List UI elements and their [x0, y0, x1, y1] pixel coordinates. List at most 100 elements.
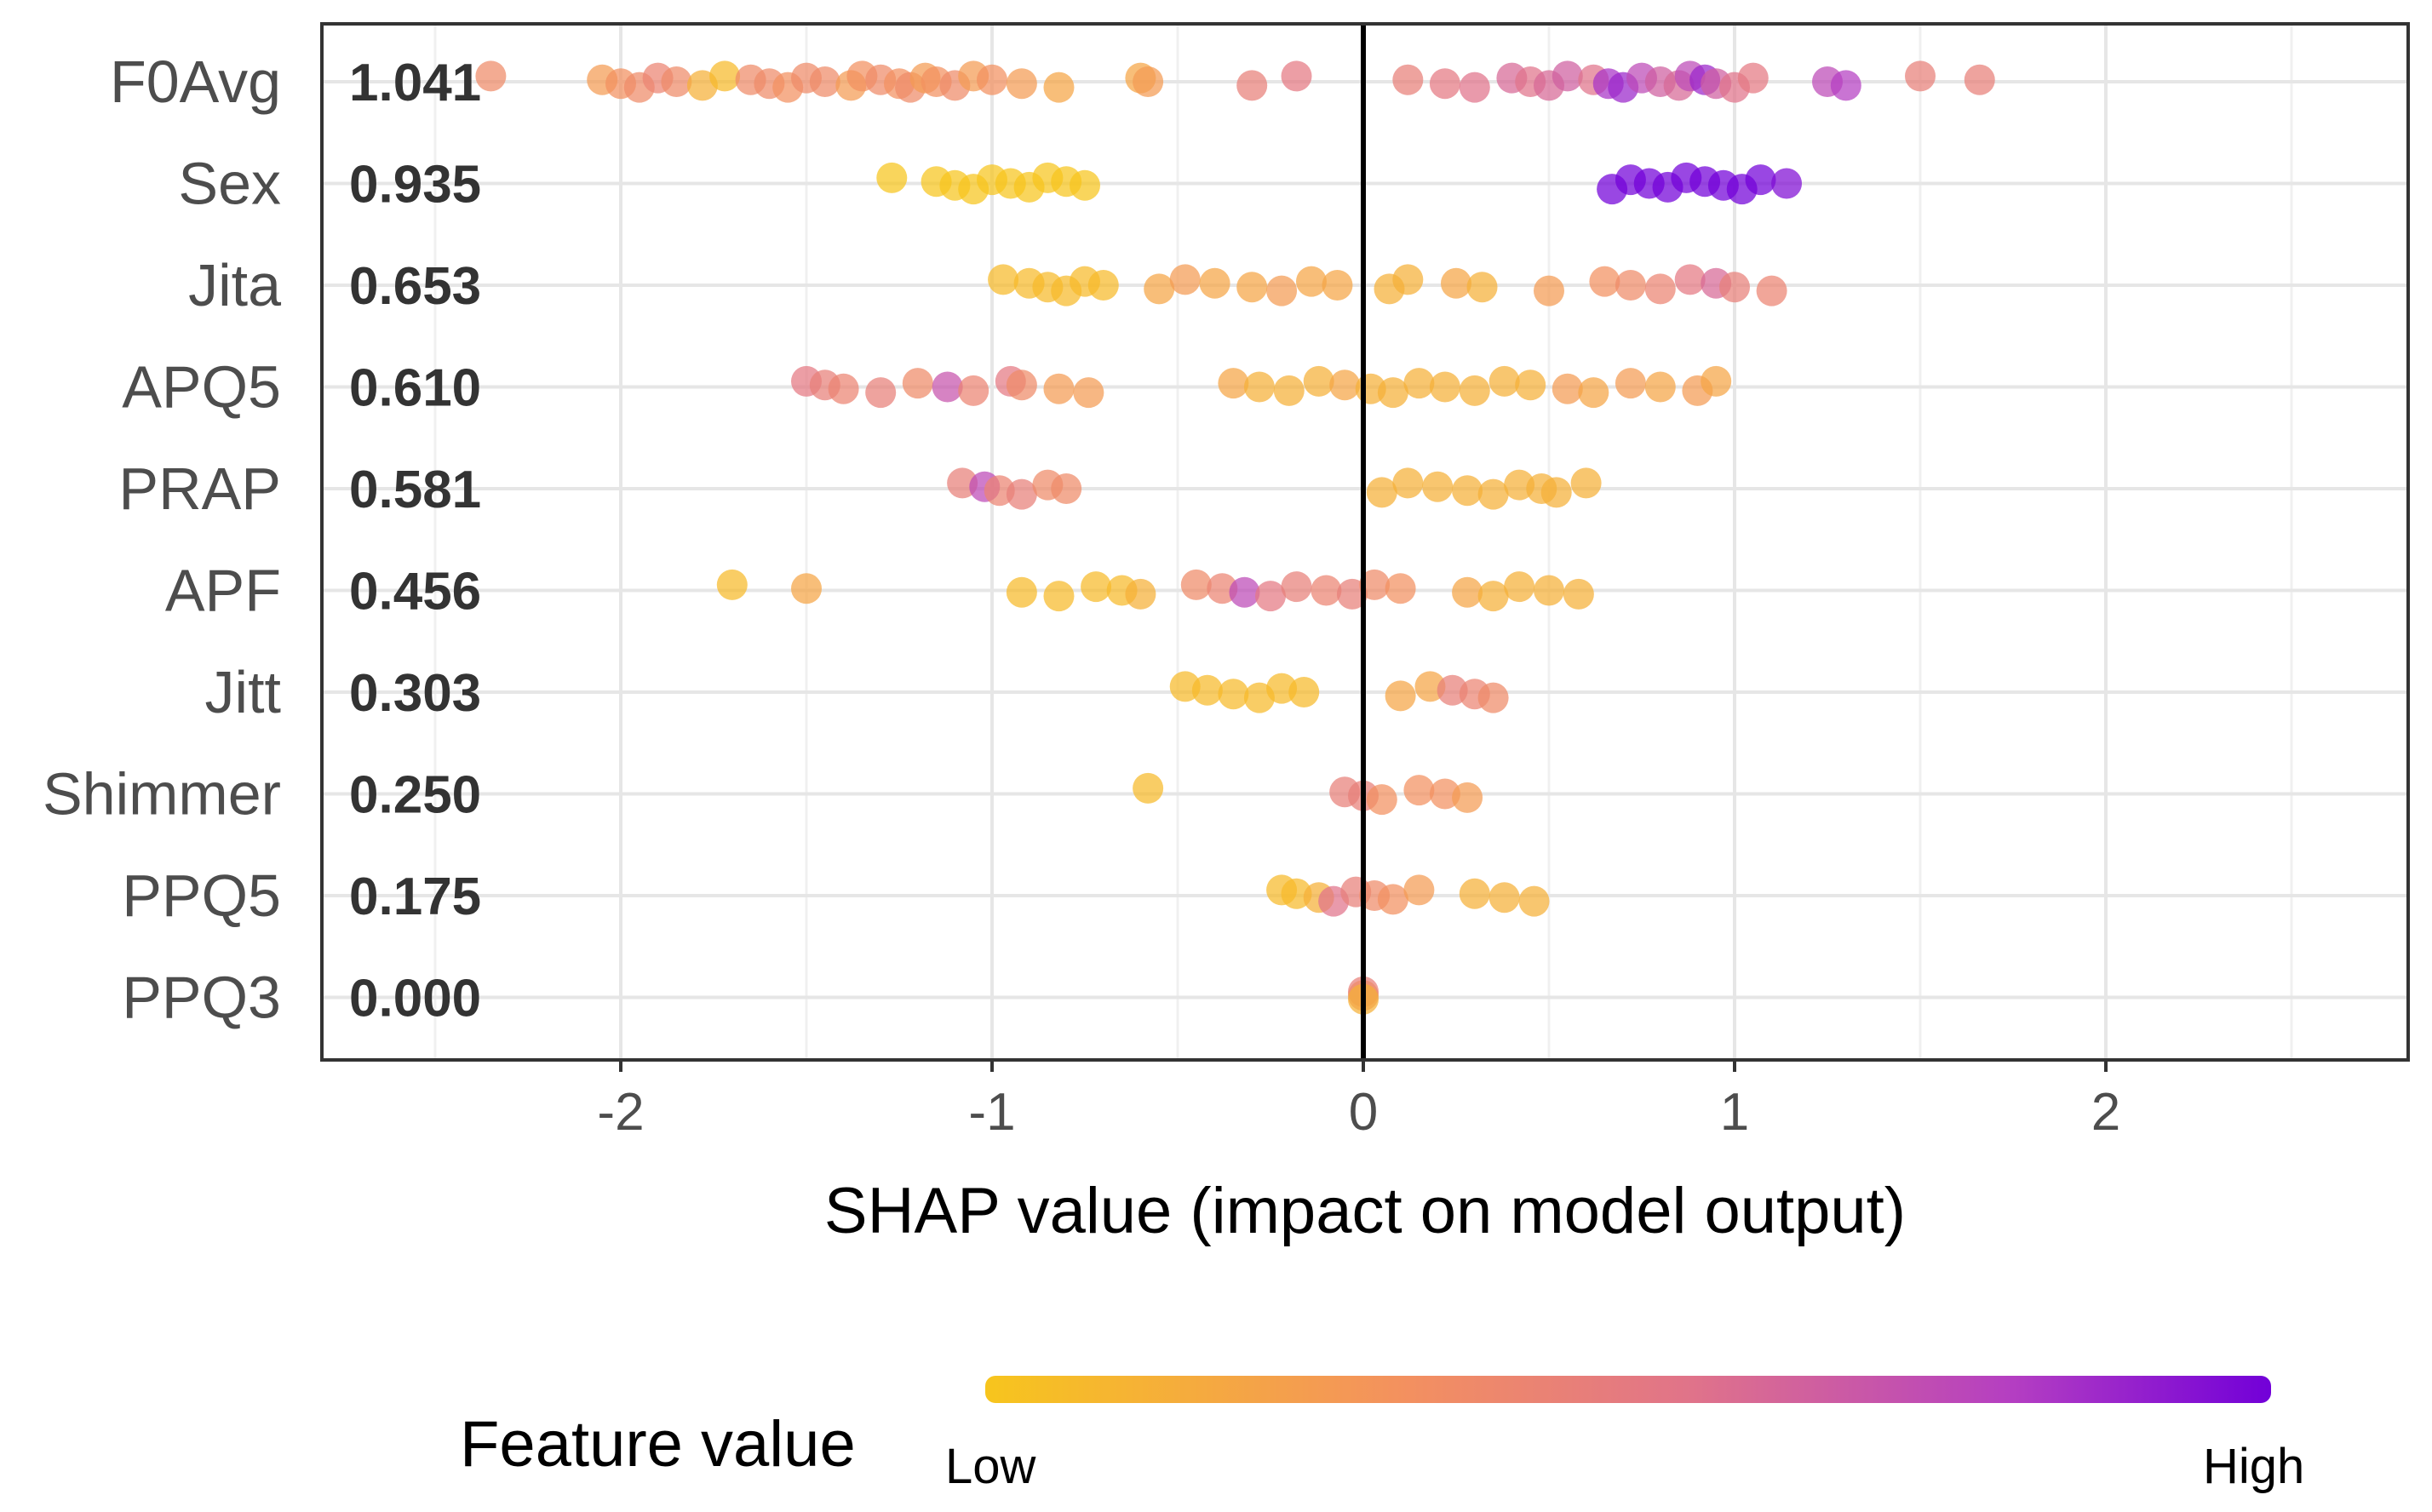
shap-point-jita [1295, 266, 1327, 297]
feature-name-label: APF [165, 558, 281, 624]
shap-point-f0avg [709, 60, 741, 92]
shap-point-apf [1281, 571, 1312, 603]
feature-importance-label: 0.456 [349, 563, 481, 621]
legend: Feature value Low High [460, 1376, 2304, 1494]
shap-point-apq5 [932, 371, 963, 403]
feature-importance-label: 0.000 [349, 970, 481, 1028]
shap-point-apq5 [1429, 371, 1460, 403]
feature-name-label: PRAP [118, 455, 281, 522]
shap-point-prap [1452, 475, 1483, 507]
shap-point-apq5 [1073, 377, 1104, 409]
shap-point-prap [1392, 467, 1424, 499]
x-tick-label: -1 [968, 1083, 1015, 1142]
shap-point-apf [1359, 569, 1391, 600]
shap-point-jita [1756, 275, 1787, 306]
feature-name-label: Jita [188, 252, 281, 318]
feature-importance-label: 0.610 [349, 359, 481, 418]
shap-point-prap [1422, 471, 1454, 502]
shap-point-apf [1452, 576, 1483, 608]
shap-point-f0avg [1236, 70, 1268, 101]
shap-point-apf [1081, 571, 1112, 603]
feature-labels: F0Avg 1.041 Sex 0.935 Jita 0.653 APQ5 0.610 PRAP… [43, 49, 481, 1031]
shap-point-apq5 [1644, 371, 1676, 403]
shap-point-sex [1771, 168, 1803, 199]
shap-point-apq5 [1578, 377, 1609, 409]
shap-point-f0avg [1830, 70, 1861, 101]
shap-point-prap [1051, 473, 1082, 504]
feature-importance-label: 0.581 [349, 461, 481, 519]
shap-point-jita [1466, 272, 1498, 303]
shap-point-apf [1180, 569, 1212, 600]
shap-point-prap [1477, 478, 1509, 510]
shap-point-jita [1087, 270, 1119, 301]
feature-importance-label: 0.250 [349, 766, 481, 825]
feature-importance-label: 0.935 [349, 156, 481, 215]
shap-point-apf [1255, 581, 1286, 612]
shap-point-f0avg [1905, 60, 1936, 92]
shap-point-f0avg [809, 66, 840, 97]
shap-point-apq5 [828, 373, 859, 404]
shap-point-shimmer [1403, 775, 1435, 806]
shap-point-prap [1006, 478, 1037, 510]
shap-point-shimmer [1133, 772, 1164, 804]
x-axis-title: SHAP value (impact on model output) [824, 1175, 1906, 1247]
shap-point-apq5 [1552, 373, 1583, 404]
shap-point-jita [1322, 270, 1353, 301]
shap-point-f0avg [1429, 68, 1460, 100]
shap-point-jitt [1385, 680, 1416, 712]
feature-name-label: PPQ3 [122, 965, 281, 1031]
shap-point-apf [1229, 576, 1260, 608]
shap-point-f0avg [977, 64, 1007, 95]
shap-point-apq5 [1377, 377, 1408, 409]
shap-point-jita [1674, 264, 1706, 295]
x-tick-label: 2 [2091, 1083, 2120, 1142]
shap-point-apf [1043, 581, 1075, 612]
shap-point-apq5 [1615, 368, 1646, 399]
shap-point-jita [1441, 267, 1471, 299]
shap-point-apq5 [1273, 375, 1305, 406]
shap-point-ppq5 [1488, 882, 1520, 914]
shap-point-jita [1236, 272, 1268, 303]
x-tick-label: 1 [1720, 1083, 1749, 1142]
feature-name-label: Jitt [205, 659, 281, 725]
x-tick-label: 0 [1349, 1083, 1378, 1142]
shap-point-ppq5 [1403, 874, 1435, 906]
shap-point-f0avg [1737, 62, 1769, 94]
shap-point-apf [1534, 575, 1564, 606]
shap-point-apf [1125, 578, 1156, 610]
shap-point-apq5 [1243, 371, 1275, 403]
feature-name-label: Sex [178, 151, 281, 217]
shap-point-jita [1719, 272, 1750, 303]
shap-point-jitt [1288, 677, 1320, 707]
shap-point-f0avg [1552, 60, 1583, 92]
shap-point-f0avg [1281, 60, 1312, 92]
shap-point-prap [1570, 467, 1602, 499]
shap-point-f0avg [1459, 72, 1490, 103]
shap-point-jita [1169, 264, 1201, 295]
shap-point-apq5 [1329, 369, 1361, 401]
x-axis-ticks: -2 -1 0 1 2 [597, 1060, 2120, 1142]
legend-title: Feature value [460, 1408, 856, 1480]
feature-name-label: F0Avg [110, 49, 281, 115]
shap-point-jita [1392, 264, 1424, 295]
shap-point-f0avg [661, 66, 692, 97]
shap-point-apf [791, 573, 822, 604]
shap-point-f0avg [1043, 72, 1075, 103]
shap-point-ppq5 [1377, 884, 1408, 915]
shap-point-jita [1199, 267, 1230, 299]
shap-point-ppq5 [1518, 885, 1550, 917]
shap-point-jita [1144, 273, 1175, 305]
shap-point-ppq5 [1459, 878, 1490, 909]
shap-point-jita [1644, 273, 1676, 305]
shap-point-jita [1615, 270, 1646, 301]
shap-point-f0avg [475, 60, 507, 92]
shap-point-jita [1589, 266, 1620, 297]
shap-point-jita [1266, 275, 1298, 306]
shap-point-jitt [1218, 679, 1249, 710]
shap-point-apq5 [958, 375, 989, 406]
shap-point-apq5 [865, 377, 897, 409]
shap-point-apq5 [1043, 373, 1075, 404]
shap-point-jita [988, 264, 1019, 295]
shap-point-apq5 [1515, 369, 1546, 401]
shap-point-apf [1563, 578, 1594, 610]
